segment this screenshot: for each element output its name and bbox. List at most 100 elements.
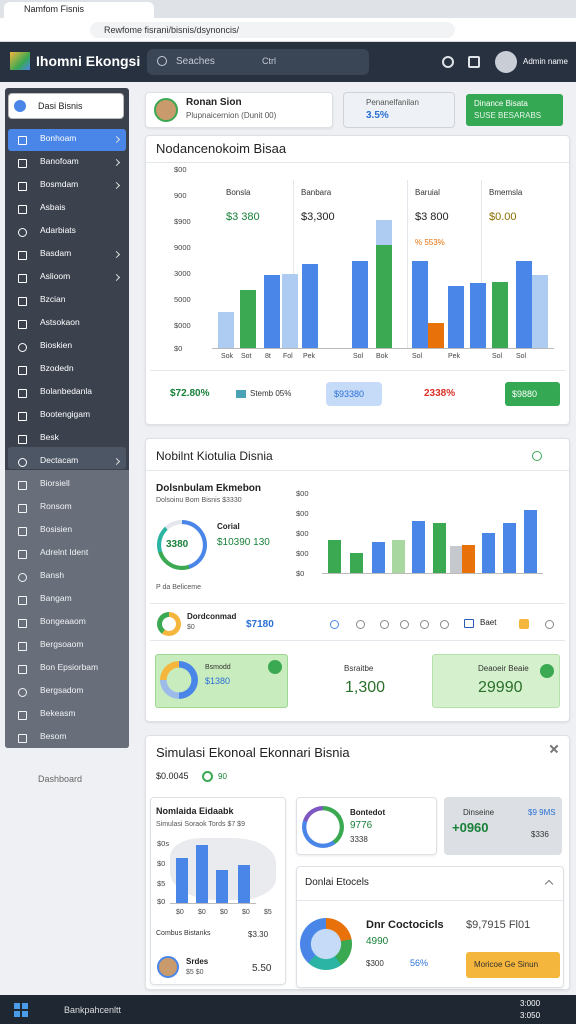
x-label: Sol: [492, 353, 503, 360]
y-label: $00: [296, 509, 309, 518]
bar: [428, 322, 444, 348]
bar: [433, 522, 446, 573]
nav-item[interactable]: Banofoam: [40, 156, 79, 166]
nav-item[interactable]: Adarbiats: [40, 225, 76, 235]
nav-item[interactable]: Bzodedn: [40, 363, 74, 373]
icon[interactable]: [380, 620, 389, 629]
nav-item[interactable]: Bolanbedanla: [40, 386, 92, 396]
nav-item[interactable]: Bangam: [40, 593, 72, 603]
nav-item[interactable]: Biorsiell: [40, 478, 70, 488]
total-label: Corial: [217, 522, 240, 531]
icon[interactable]: [545, 620, 554, 629]
nav-item[interactable]: Aslioom: [40, 271, 71, 281]
nav-item[interactable]: Dectacam: [40, 455, 79, 465]
nav-item[interactable]: Besom: [40, 731, 67, 741]
nav-item[interactable]: Bosmdam: [40, 179, 79, 189]
nav-item[interactable]: Basdam: [40, 248, 72, 258]
browser-tab[interactable]: [4, 2, 154, 18]
person-value: 5.50: [252, 963, 272, 974]
note: % 553%: [415, 238, 445, 247]
nav-item[interactable]: Ronsom: [40, 501, 72, 511]
column-line: [481, 180, 482, 348]
nav-item[interactable]: Bergsadom: [40, 685, 84, 695]
icon[interactable]: [330, 620, 339, 629]
green-button[interactable]: [466, 94, 563, 126]
nav-item[interactable]: Bon Epsiorbam: [40, 662, 99, 672]
row-sub: $0: [187, 624, 195, 631]
y-label: $00: [296, 549, 309, 558]
nav-icon: [18, 136, 27, 145]
search-placeholder: Seaches: [176, 56, 215, 67]
card-value: 4990: [366, 936, 389, 947]
bar: [470, 283, 486, 348]
search-icon[interactable]: [532, 451, 542, 461]
search-box[interactable]: [147, 49, 369, 75]
column-value: $3,300: [301, 211, 335, 223]
bar: [412, 521, 425, 573]
nav-item[interactable]: Bioskien: [40, 340, 73, 350]
bar: [240, 289, 256, 348]
nav-icon: [18, 734, 27, 743]
badge: [268, 660, 282, 674]
card-sub: $300: [366, 959, 384, 968]
nav-item[interactable]: Bzcian: [40, 294, 66, 304]
nav-item[interactable]: Astsokaon: [40, 317, 80, 327]
bar: [302, 264, 318, 348]
bar: [376, 245, 392, 348]
pill[interactable]: [326, 382, 382, 406]
nav-item[interactable]: Bongeaaom: [40, 616, 86, 626]
avatar[interactable]: [495, 51, 517, 73]
bar: [492, 281, 508, 348]
card-title: Donlai Etocels: [305, 877, 369, 888]
sidebar-footer: Dashboard: [38, 774, 83, 784]
nav-item[interactable]: Besk: [40, 432, 59, 442]
nav-item[interactable]: Bonhoam: [40, 133, 77, 143]
sidebar-select[interactable]: [8, 93, 124, 119]
nav-icon: [18, 159, 27, 168]
url-field[interactable]: [90, 22, 455, 38]
card-header-line: [297, 900, 563, 901]
green-button[interactable]: [505, 382, 560, 406]
nav-item[interactable]: Bansh: [40, 570, 65, 580]
bar: [412, 261, 428, 348]
header-icon[interactable]: [442, 56, 454, 68]
nav-item[interactable]: Bosisien: [40, 524, 73, 534]
nav-icon: [18, 297, 27, 306]
icon[interactable]: [420, 620, 429, 629]
avatar: [157, 956, 179, 978]
search-icon[interactable]: [157, 56, 167, 66]
icon[interactable]: [440, 620, 449, 629]
yellow-button[interactable]: [466, 952, 560, 978]
select-label: Dasi Bisnis: [38, 101, 83, 111]
nav-item[interactable]: Bekeasm: [40, 708, 76, 718]
nav-item[interactable]: Asbais: [40, 202, 66, 212]
nav-icon: [18, 619, 27, 628]
y-label: $0s: [157, 839, 170, 848]
panel-title: Simulasi Ekonoal Ekonnari Bisnia: [156, 745, 350, 760]
row-icon: [157, 612, 181, 636]
gray-card: [444, 797, 562, 855]
sub-value: $0.0045: [156, 771, 189, 781]
nav-item[interactable]: Adrelnt Ident: [40, 547, 89, 557]
nav-icon: [18, 665, 27, 674]
x-label: Sok: [221, 353, 234, 360]
icon[interactable]: [400, 620, 409, 629]
x-label: Pek: [303, 353, 316, 360]
icon[interactable]: [464, 619, 474, 628]
header-icon[interactable]: [468, 56, 480, 68]
nav-active: [8, 129, 126, 151]
taskbar-search: Bankpahcenltt: [64, 1005, 122, 1015]
icon[interactable]: [519, 619, 529, 629]
nav-item[interactable]: Bootengigam: [40, 409, 91, 419]
y-label: 900: [174, 191, 187, 200]
nav-item[interactable]: Bergsoaom: [40, 639, 84, 649]
icon[interactable]: [356, 620, 365, 629]
sub: Dolsoinu Bom Bisnis $3330: [156, 497, 242, 504]
search-key: Ctrl: [262, 56, 276, 66]
profile-sub: Plupnaicernion (Dunit 00): [186, 111, 277, 120]
card-value: +0960: [452, 820, 489, 835]
start-button[interactable]: [14, 1003, 28, 1017]
bar: [216, 869, 228, 903]
nav-icon: [18, 527, 27, 536]
clock-time: 3:000: [520, 999, 541, 1008]
